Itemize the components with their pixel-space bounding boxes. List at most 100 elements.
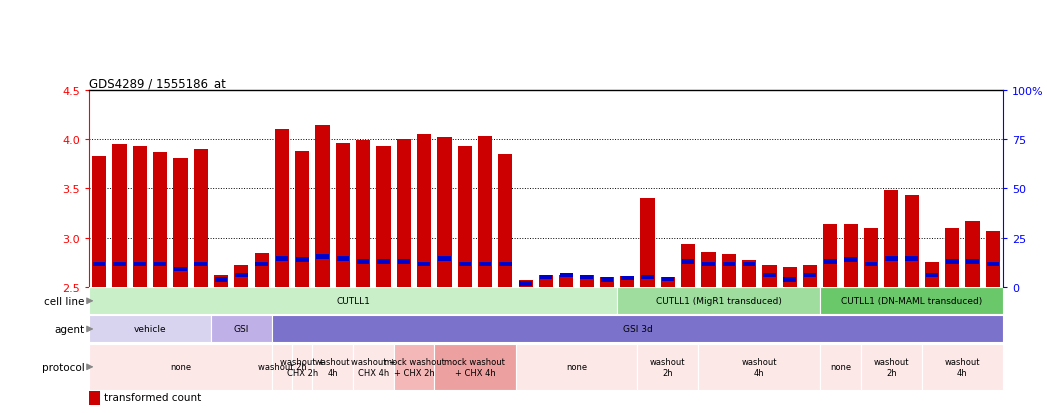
Bar xyxy=(518,280,533,287)
Bar xyxy=(945,228,959,287)
Bar xyxy=(236,273,247,278)
Text: vehicle: vehicle xyxy=(134,325,166,334)
Bar xyxy=(336,144,350,287)
Text: CUTLL1 (MigR1 transduced): CUTLL1 (MigR1 transduced) xyxy=(655,297,782,306)
Bar xyxy=(703,262,715,267)
Text: none: none xyxy=(170,363,191,371)
Bar xyxy=(682,259,694,264)
Bar xyxy=(235,266,248,287)
Text: GDS4289 / 1555186_at: GDS4289 / 1555186_at xyxy=(89,77,226,90)
Bar xyxy=(377,259,389,264)
Bar xyxy=(154,262,166,267)
Text: GSI 3d: GSI 3d xyxy=(623,325,652,334)
Bar xyxy=(844,224,857,287)
Bar xyxy=(698,344,820,390)
Bar xyxy=(763,273,776,278)
Bar xyxy=(580,275,593,280)
Bar xyxy=(820,287,1003,315)
Bar xyxy=(316,254,329,259)
Bar xyxy=(93,262,106,267)
Bar xyxy=(89,344,272,390)
Bar xyxy=(621,276,633,280)
Text: washout
4h: washout 4h xyxy=(741,357,777,377)
Text: mock washout
+ CHX 2h: mock washout + CHX 2h xyxy=(383,357,444,377)
Bar xyxy=(195,262,207,267)
Bar xyxy=(638,344,698,390)
Bar xyxy=(478,262,491,267)
Bar xyxy=(295,152,309,287)
Bar xyxy=(272,316,1003,343)
Bar xyxy=(417,135,431,287)
Bar xyxy=(214,275,228,287)
Bar xyxy=(174,159,187,287)
Text: washout
4h: washout 4h xyxy=(315,357,351,377)
Bar xyxy=(722,262,735,267)
Bar xyxy=(820,344,861,390)
Bar xyxy=(926,273,938,278)
Bar xyxy=(946,259,958,264)
Bar xyxy=(89,316,210,343)
Bar xyxy=(112,145,127,287)
Text: cell line: cell line xyxy=(44,296,85,306)
Text: washout
4h: washout 4h xyxy=(944,357,980,377)
Text: protocol: protocol xyxy=(42,362,85,372)
Bar xyxy=(601,278,614,282)
Bar xyxy=(394,344,435,390)
Bar xyxy=(255,262,268,267)
Text: washout
2h: washout 2h xyxy=(650,357,686,377)
Bar xyxy=(966,259,979,264)
Bar xyxy=(275,256,288,261)
Bar xyxy=(804,273,817,278)
Bar xyxy=(620,276,634,287)
Bar xyxy=(845,257,856,262)
Bar xyxy=(357,259,370,264)
Bar xyxy=(89,287,617,315)
Bar xyxy=(864,228,878,287)
Bar xyxy=(701,253,715,287)
Text: none: none xyxy=(830,363,851,371)
Bar xyxy=(458,147,472,287)
Bar xyxy=(803,266,817,287)
Bar xyxy=(435,344,515,390)
Text: agent: agent xyxy=(54,324,85,334)
Bar xyxy=(397,140,410,287)
Text: washout 2h: washout 2h xyxy=(258,363,307,371)
Bar xyxy=(617,287,820,315)
Bar xyxy=(353,344,394,390)
Bar xyxy=(965,221,980,287)
Bar xyxy=(439,256,450,261)
Bar xyxy=(743,262,755,267)
Bar xyxy=(662,277,674,282)
Bar xyxy=(438,138,451,287)
Bar xyxy=(215,278,227,282)
Bar xyxy=(823,224,838,287)
Text: washout +
CHX 2h: washout + CHX 2h xyxy=(280,357,325,377)
Bar xyxy=(356,141,371,287)
Bar xyxy=(134,262,146,267)
Bar xyxy=(559,275,574,287)
Bar xyxy=(824,259,837,264)
Bar xyxy=(885,256,897,261)
Bar xyxy=(986,231,1000,287)
Bar xyxy=(499,262,512,267)
Bar xyxy=(210,316,272,343)
Bar xyxy=(153,153,168,287)
Bar xyxy=(742,261,756,287)
Bar xyxy=(194,150,207,287)
Bar xyxy=(762,266,777,287)
Bar xyxy=(275,130,289,287)
Bar xyxy=(921,344,1003,390)
Text: transformed count: transformed count xyxy=(104,392,201,403)
Bar xyxy=(272,344,292,390)
Bar xyxy=(721,255,736,287)
Bar xyxy=(292,344,312,390)
Bar xyxy=(377,147,391,287)
Bar xyxy=(925,263,939,287)
Text: washout +
CHX 4h: washout + CHX 4h xyxy=(351,357,396,377)
Bar xyxy=(418,262,430,267)
Bar xyxy=(519,282,532,287)
Bar xyxy=(459,262,471,267)
Bar xyxy=(498,154,512,287)
Bar xyxy=(254,254,269,287)
Bar xyxy=(906,256,918,261)
